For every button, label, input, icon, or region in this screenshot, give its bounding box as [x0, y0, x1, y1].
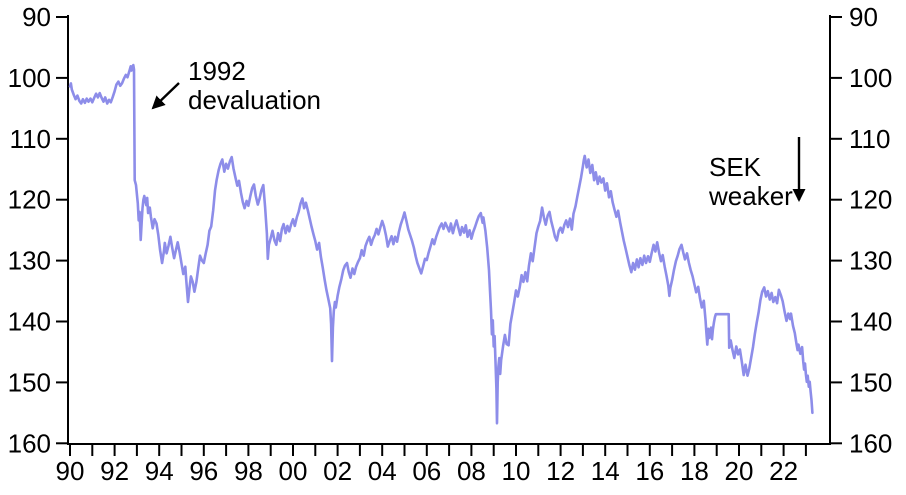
x-tick-label: 92 [100, 456, 129, 486]
y-tick-label-right: 160 [849, 428, 892, 458]
x-tick-label: 16 [635, 456, 664, 486]
y-tick-label-left: 160 [8, 428, 51, 458]
x-tick-label: 12 [546, 456, 575, 486]
y-tick-label-right: 100 [849, 63, 892, 93]
x-tick-label: 04 [368, 456, 397, 486]
y-tick-label-left: 150 [8, 367, 51, 397]
x-tick-label: 90 [56, 456, 85, 486]
devaluation-arrow-icon [151, 82, 180, 110]
y-tick-label-right: 130 [849, 246, 892, 276]
x-tick-label: 20 [725, 456, 754, 486]
y-tick-label-right: 150 [849, 367, 892, 397]
x-tick-label: 96 [189, 456, 218, 486]
y-tick-label-left: 130 [8, 246, 51, 276]
x-tick-label: 18 [680, 456, 709, 486]
devaluation-label-line2: devaluation [188, 85, 321, 115]
sek-weaker-label-line2: weaker [708, 181, 793, 211]
y-tick-label-left: 140 [8, 307, 51, 337]
y-tick-label-right: 90 [849, 2, 878, 32]
y-tick-label-right: 110 [849, 124, 890, 154]
y-tick-label-left: 100 [8, 63, 51, 93]
sek-weaker-label-line1: SEK [709, 152, 762, 182]
x-axis-ticks: 90 92 94 96 98 00 02 04 06 08 10 12 14 16 18 20 22 [56, 444, 807, 486]
x-tick-label: 22 [769, 456, 798, 486]
devaluation-label-line1: 1992 [188, 56, 246, 86]
y-axis-ticks-left: 90 100 110 120 130 140 150 160 [8, 2, 68, 458]
annotation-sek-weaker: SEK weaker [708, 137, 806, 211]
x-tick-label: 08 [457, 456, 486, 486]
x-tick-label: 98 [234, 456, 263, 486]
annotation-1992-devaluation: 1992 devaluation [151, 56, 321, 115]
x-tick-label: 00 [279, 456, 308, 486]
y-tick-label-left: 120 [8, 185, 51, 215]
y-axis-ticks-right: 90 100 110 120 130 140 150 160 [830, 2, 892, 458]
x-tick-label: 14 [591, 456, 620, 486]
x-tick-label: 94 [145, 456, 174, 486]
x-tick-label: 10 [502, 456, 531, 486]
y-tick-label-right: 140 [849, 307, 892, 337]
y-tick-label-left: 110 [10, 124, 51, 154]
y-tick-label-left: 90 [22, 2, 51, 32]
sek-series-line [68, 63, 814, 425]
x-tick-label: 02 [323, 456, 352, 486]
y-tick-label-right: 120 [849, 185, 892, 215]
x-tick-label: 06 [412, 456, 441, 486]
